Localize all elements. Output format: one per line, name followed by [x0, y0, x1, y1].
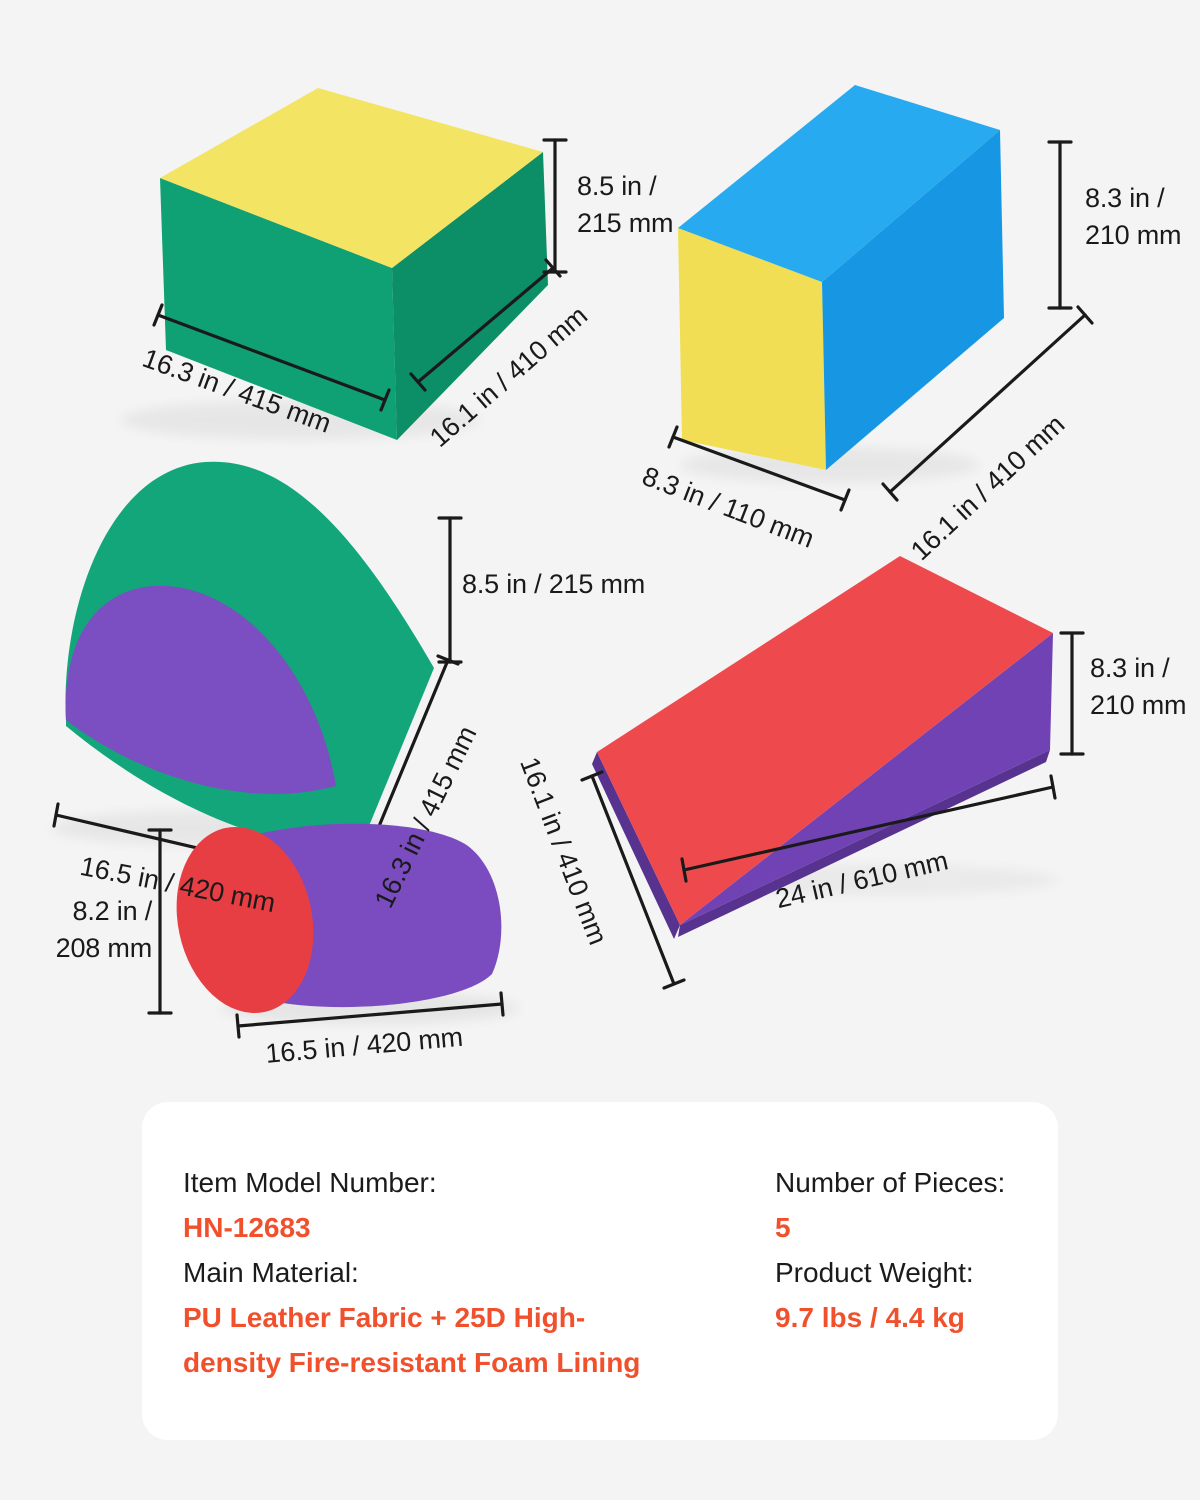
wedge-height-label: 8.3 in / 210 mm — [1090, 650, 1187, 724]
wedge-bottom-edge — [678, 750, 1050, 937]
cylinder-length-dim-line — [235, 991, 505, 1039]
square-block-height-line2: 215 mm — [577, 208, 674, 238]
material-value-line2: density Fire-resistant Foam Lining — [183, 1347, 641, 1378]
cuboid-width-dim-line — [667, 425, 851, 512]
cuboid-depth-dim-line — [881, 305, 1094, 502]
cylinder-height-label: 8.2 in / 208 mm — [40, 893, 153, 967]
wedge-top-face — [597, 556, 1053, 925]
cuboid-height-label: 8.3 in / 210 mm — [1085, 180, 1182, 254]
wedge-side-dim-line — [580, 770, 686, 990]
half-cylinder-illustration — [65, 461, 434, 847]
item-model-label: Item Model Number: — [183, 1167, 437, 1198]
wedge-illustration — [592, 556, 1053, 939]
weight-value: 9.7 lbs / 4.4 kg — [775, 1302, 965, 1333]
square-block-side-face — [392, 152, 548, 440]
square-block-height-dim-line — [542, 138, 568, 274]
spec-card: Item Model Number: HN-12683 Main Materia… — [142, 1102, 1058, 1440]
cuboid-top-face — [678, 85, 1000, 282]
cuboid-front-face — [678, 228, 826, 470]
square-block-depth-dim-line — [409, 258, 562, 392]
item-model-value: HN-12683 — [183, 1212, 311, 1243]
square-block-front-face — [160, 178, 397, 440]
spec-card-right-column: Number of Pieces: 5 Product Weight: 9.7 … — [775, 1160, 1005, 1340]
square-block-illustration — [160, 88, 548, 440]
cuboid-side-face — [822, 130, 1004, 470]
cuboid-illustration — [678, 85, 1004, 470]
cylinder-height-dim-line — [147, 828, 173, 1015]
square-block-width-dim-line — [152, 303, 391, 412]
wedge-height-dim-line — [1059, 631, 1085, 756]
pieces-label: Number of Pieces: — [775, 1167, 1006, 1198]
square-block-height-label: 8.5 in / 215 mm — [577, 168, 674, 242]
wedge-left-edge — [592, 752, 680, 939]
square-block-top-face — [160, 88, 543, 268]
cuboid-height-line2: 210 mm — [1085, 220, 1182, 250]
cuboid-height-dim-line — [1047, 140, 1073, 310]
cylinder-height-line2: 208 mm — [55, 933, 153, 963]
half-cylinder-end-face — [65, 585, 336, 794]
weight-label: Product Weight: — [775, 1257, 974, 1288]
square-block-height-line1: 8.5 in / — [577, 171, 657, 201]
cuboid-height-line1: 8.3 in / — [1085, 183, 1165, 213]
material-value-line1: PU Leather Fabric + 25D High- — [183, 1302, 586, 1333]
wedge-length-dim-line — [680, 774, 1057, 883]
wedge-height-line2: 210 mm — [1090, 690, 1187, 720]
cylinder-illustration — [176, 823, 502, 1013]
cylinder-end-face — [176, 827, 314, 1013]
cylinder-height-line1: 8.2 in / — [72, 896, 153, 926]
half-cylinder-height-label: 8.5 in / 215 mm — [462, 569, 646, 599]
half-cylinder-height-dim-line — [437, 516, 463, 664]
pieces-value: 5 — [775, 1212, 791, 1243]
material-label: Main Material: — [183, 1257, 359, 1288]
spec-card-left-column: Item Model Number: HN-12683 Main Materia… — [183, 1160, 640, 1385]
wedge-height-line1: 8.3 in / — [1090, 653, 1170, 683]
